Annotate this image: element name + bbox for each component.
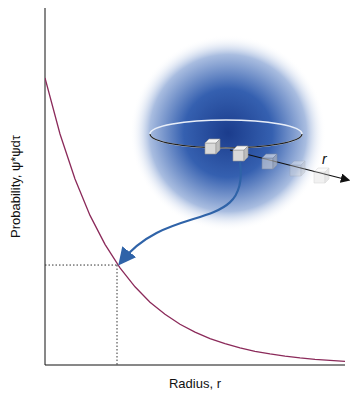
volume-cube [290, 161, 305, 176]
y-axis [45, 8, 46, 365]
cube-side [216, 139, 220, 154]
plot-area [45, 78, 345, 361]
x-axis-label: Radius, r [169, 376, 222, 391]
cube-side [244, 146, 248, 161]
chart: r Radius, r Probability, ψ*ψdτ [0, 0, 353, 396]
cube-face [314, 172, 325, 183]
radius-label: r [322, 151, 328, 167]
pointer-arrow [121, 162, 241, 262]
cube-face [262, 158, 273, 169]
cube-face [233, 150, 244, 161]
highlight-h [45, 265, 117, 266]
volume-cube [262, 154, 277, 169]
cube-face [205, 143, 216, 154]
cube-face [290, 165, 301, 176]
electron-cloud [130, 35, 326, 231]
cube-side [325, 168, 329, 183]
y-axis-label: Probability, ψ*ψdτ [8, 134, 23, 238]
x-axis [45, 365, 345, 366]
orbit-ring [150, 120, 302, 148]
volume-cube [233, 146, 248, 161]
volume-cube [314, 168, 329, 183]
probability-curve [45, 78, 345, 361]
highlight-v [117, 265, 118, 365]
cube-side [301, 161, 305, 176]
orbit-ring-front [150, 134, 302, 148]
volume-cube [205, 139, 220, 154]
cube-side [273, 154, 277, 169]
